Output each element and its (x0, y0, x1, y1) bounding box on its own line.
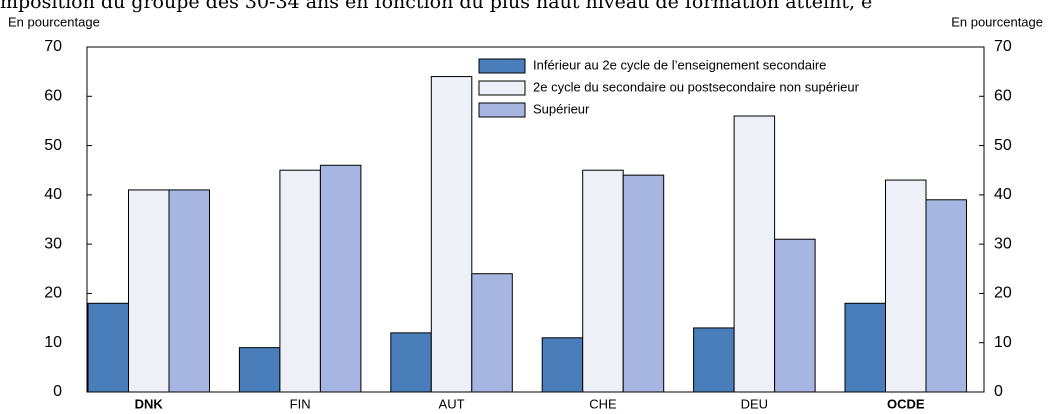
legend-swatch (478, 58, 526, 74)
bar (128, 189, 170, 393)
bar (238, 347, 281, 393)
bar (430, 76, 473, 393)
legend-label: Inférieur au 2e cycle de l’enseignement … (533, 57, 826, 72)
y2-tick-label: 10 (994, 334, 1012, 351)
bar (471, 273, 513, 393)
x-tick-label: AUT (439, 396, 465, 411)
bar (885, 179, 927, 393)
y2-tick-label: 40 (994, 186, 1012, 203)
legend-swatch (478, 80, 526, 96)
bar (582, 169, 624, 393)
bar (87, 302, 129, 393)
bar (319, 164, 362, 393)
y2-tick-label: 50 (994, 137, 1012, 154)
bar (925, 199, 967, 393)
legend (477, 52, 980, 127)
x-tick-label: OCDE (887, 396, 925, 411)
y2-axis-label: En pourcentage (951, 14, 1043, 29)
chart-title: mposition du groupe des 30-34 ans en fon… (0, 0, 872, 13)
y2-tick-label: 70 (994, 38, 1012, 55)
x-tick-label: DEU (741, 396, 768, 411)
y-tick-label: 20 (44, 285, 62, 302)
x-tick-label: DNK (135, 396, 164, 411)
plot-frame (86, 46, 985, 393)
legend-label: 2e cycle du secondaire ou postsecondaire… (533, 79, 860, 94)
y2-tick-label: 30 (994, 235, 1012, 252)
y-tick-label: 70 (44, 38, 62, 55)
y-tick-label: 10 (44, 334, 62, 351)
x-tick-label: FIN (290, 396, 311, 411)
y-tick-label: 50 (44, 137, 62, 154)
y-tick-label: 40 (44, 186, 62, 203)
y2-tick-label: 0 (994, 383, 1003, 400)
bar (279, 169, 321, 393)
bar (168, 189, 210, 393)
y-axis-label: En pourcentage (8, 14, 100, 29)
y2-tick-label: 60 (994, 88, 1012, 105)
y-tick-label: 60 (44, 88, 62, 105)
bar (390, 332, 432, 393)
bar (541, 337, 584, 393)
legend-swatch (478, 102, 526, 118)
bar (844, 302, 886, 393)
bar (774, 238, 816, 393)
legend-label: Supérieur (533, 101, 590, 116)
bar (622, 174, 665, 393)
bar (693, 327, 735, 393)
y2-tick-label: 20 (994, 285, 1012, 302)
y-tick-label: 0 (53, 383, 62, 400)
y-tick-label: 30 (44, 235, 62, 252)
x-tick-label: CHE (589, 396, 617, 411)
bar (733, 115, 776, 393)
